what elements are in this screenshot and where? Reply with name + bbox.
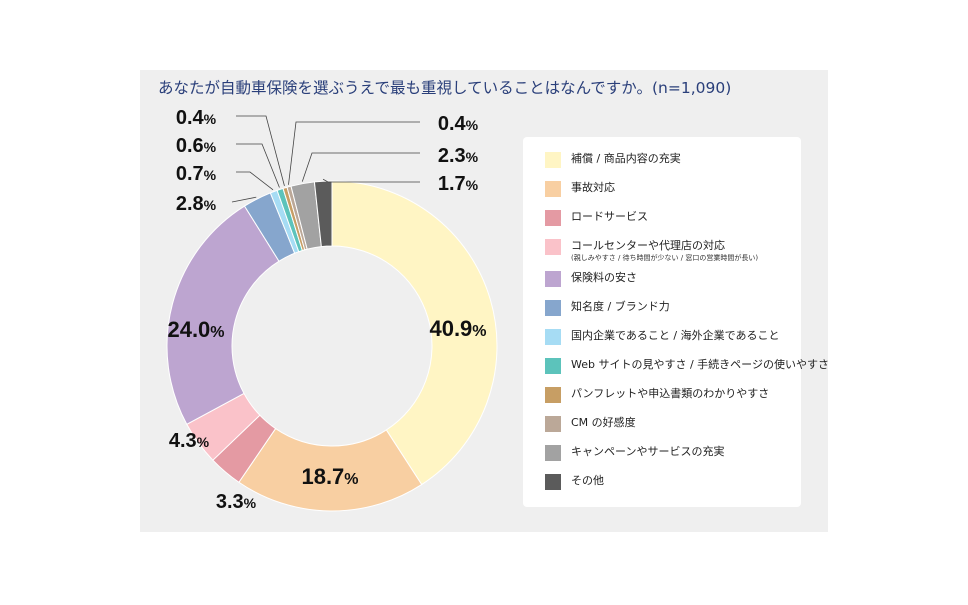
legend-item: ロードサービス [545,209,648,226]
legend-swatch [545,329,561,345]
legend-label: CM の好感度 [571,416,636,429]
legend-swatch [545,445,561,461]
slice-value-label: 0.7% [176,163,217,185]
donut-slice [331,180,498,486]
legend-item: 事故対応 [545,180,615,197]
legend-label: ロードサービス [571,210,648,223]
slice-value-label: 2.8% [176,193,217,215]
legend: 補償 / 商品内容の充実 事故対応ロードサービスコールセンターや代理店の対応 (親し… [523,137,829,507]
legend-swatch [545,271,561,287]
legend-label: 補償 / 商品内容の充実 [571,152,681,165]
legend-item: CM の好感度 [545,415,636,432]
legend-swatch [545,474,561,490]
legend-item: コールセンターや代理店の対応 (親しみやすさ / 待ち時間が少ない / 窓口の営業… [545,238,758,263]
legend-item: 保険料の安さ [545,270,637,287]
legend-swatch [545,358,561,374]
slice-value-label: 2.3% [438,145,479,167]
slice-value-label: 0.4% [438,113,479,135]
legend-label: キャンペーンやサービスの充実 [571,445,725,458]
leader-line [288,121,420,185]
legend-item: パンフレットや申込書類のわかりやすさ [545,386,769,403]
leader-line [231,196,257,203]
legend-swatch [545,387,561,403]
legend-item: 知名度 / ブランド力 [545,299,670,316]
leader-line [236,115,285,187]
legend-item: Web サイトの見やすさ / 手続きページの使いやすさ [545,357,829,374]
slice-value-label: 0.4% [176,107,217,129]
legend-swatch [545,181,561,197]
legend-swatch [545,416,561,432]
legend-item: キャンペーンやサービスの充実 [545,444,724,461]
leader-line [301,152,420,182]
legend-label: コールセンターや代理店の対応 (親しみやすさ / 待ち時間が少ない / 窓口の営業… [571,239,759,262]
leader-line [236,171,274,191]
legend-note: (親しみやすさ / 待ち時間が少ない / 窓口の営業時間が長い) [571,254,759,262]
slice-value-label: 0.6% [176,135,217,157]
legend-label: Web サイトの見やすさ / 手続きページの使いやすさ [571,358,829,371]
legend-swatch [545,300,561,316]
legend-swatch [545,210,561,226]
chart-title: あなたが自動車保険を選ぶうえで最も重視していることはなんですか。(n=1,090… [158,79,732,97]
legend-item: その他 [545,473,604,490]
leader-line [322,178,420,183]
legend-label: 国内企業であること / 海外企業であること [571,329,780,342]
legend-label: 事故対応 [571,181,615,194]
slice-value-label: 1.7% [438,173,479,195]
legend-label: 知名度 / ブランド力 [571,300,670,313]
leader-line [236,143,280,188]
legend-swatch [545,152,561,168]
slice-value-label: 4.3% [169,430,210,452]
slice-value-label: 3.3% [216,491,257,513]
legend-swatch [545,239,561,255]
legend-label: 保険料の安さ [571,271,637,284]
legend-label: その他 [571,474,604,487]
legend-label: パンフレットや申込書類のわかりやすさ [571,387,770,400]
donut-slice [313,180,333,248]
legend-item: 補償 / 商品内容の充実 [545,151,681,168]
legend-item: 国内企業であること / 海外企業であること [545,328,779,345]
donut-slice [166,205,280,425]
